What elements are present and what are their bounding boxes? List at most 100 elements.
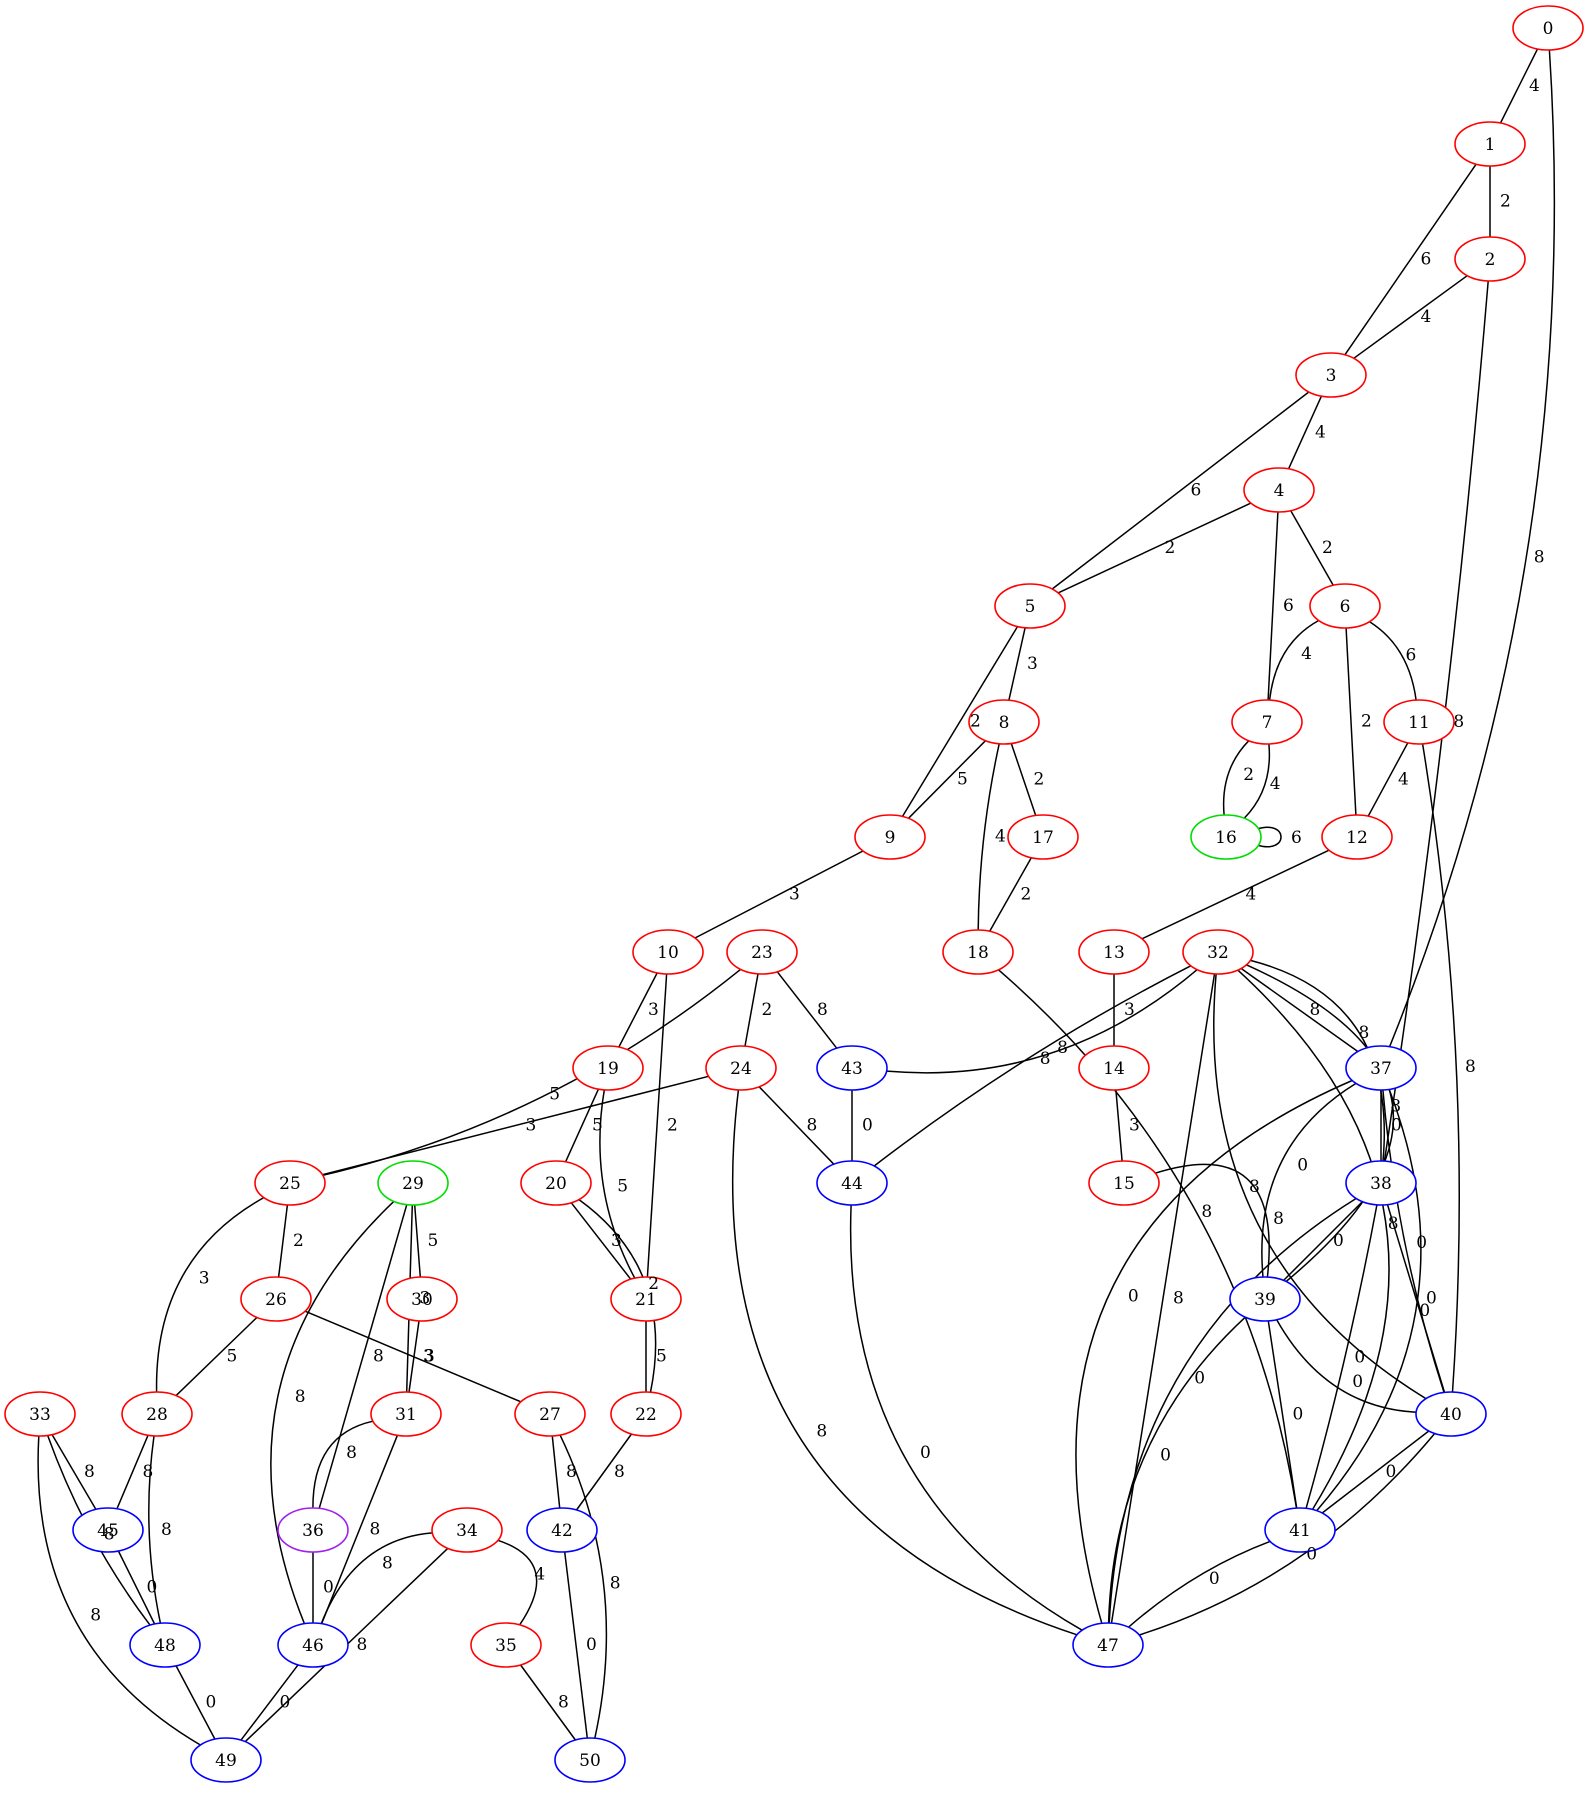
node-37: 37: [1345, 1045, 1417, 1091]
edge-33-49: [37, 1435, 201, 1746]
edge-weight-label: 8: [84, 1462, 95, 1482]
node-label: 26: [265, 1290, 287, 1310]
edge-weight-label: 8: [373, 1347, 384, 1367]
edge-weight-label: 3: [611, 1231, 622, 1251]
edge-line: [570, 1202, 632, 1280]
edge-weight-label: 4: [1270, 774, 1281, 794]
node-ellipse: [386, 1276, 458, 1322]
edge-weight-label: 0: [1352, 1372, 1363, 1392]
edge-33-45: [51, 1434, 97, 1510]
node-28: 28: [121, 1391, 193, 1437]
node-ellipse: [526, 1507, 598, 1553]
edge-11-12: [1367, 742, 1409, 817]
edge-line: [1240, 967, 1359, 1053]
node-ellipse: [554, 1737, 626, 1783]
node-44: 44: [816, 1160, 888, 1206]
edge-38-40: [1386, 1204, 1446, 1393]
edge-line: [1237, 969, 1390, 1510]
edge-28-48: [148, 1435, 162, 1624]
edge-line: [1421, 743, 1461, 1393]
edge-weight-label: 8: [1453, 712, 1464, 732]
edge-weight-label: 4: [1529, 76, 1540, 96]
node-ellipse: [431, 1507, 503, 1553]
edge-weight-label: 5: [227, 1347, 238, 1367]
edge-line: [1141, 849, 1330, 940]
node-label: 14: [1103, 1059, 1125, 1079]
node-50: 50: [554, 1737, 626, 1783]
edge-38-39: [1283, 1201, 1363, 1281]
node-label: 10: [657, 943, 679, 963]
node-14: 14: [1078, 1045, 1150, 1091]
node-6: 6: [1309, 583, 1381, 629]
edge-line: [320, 1532, 433, 1624]
edge-28-45: [116, 1435, 149, 1509]
edge-42-50: [563, 1551, 589, 1739]
edge-weight-label: 0: [1391, 1116, 1402, 1136]
node-ellipse: [1321, 814, 1393, 860]
edge-weight-label: 8: [1359, 1023, 1370, 1043]
edge-weight-label: 2: [293, 1231, 304, 1251]
node-ellipse: [514, 1391, 586, 1437]
edge-weight-label: 3: [423, 1347, 434, 1367]
edge-line: [270, 1200, 395, 1624]
node-ellipse: [1231, 699, 1303, 745]
edge-line: [117, 1550, 156, 1625]
edge-18-41: [998, 969, 1298, 1509]
node-label: 36: [302, 1521, 324, 1541]
edge-line: [1107, 1316, 1246, 1624]
edge-line: [497, 1539, 538, 1626]
node-ellipse: [994, 583, 1066, 629]
edge-weight-label: 0: [1209, 1569, 1220, 1589]
node-ellipse: [1190, 814, 1262, 860]
edge-line: [758, 1086, 835, 1165]
node-ellipse: [1264, 1507, 1336, 1553]
edge-9-10: [694, 850, 864, 939]
node-label: 34: [456, 1521, 478, 1541]
edge-4-7: [1267, 511, 1279, 701]
edge-weight-label: 8: [558, 1693, 569, 1713]
edge-24-44: [758, 1086, 835, 1165]
node-ellipse: [254, 1160, 326, 1206]
edge-line: [1388, 49, 1556, 1047]
edge-weight-label: 0: [323, 1578, 334, 1598]
node-45: 45: [72, 1507, 144, 1553]
node-ellipse: [1078, 1045, 1150, 1091]
edge-line: [1321, 1430, 1430, 1514]
edge-weight-label: 8: [295, 1387, 306, 1407]
edge-line: [277, 1204, 289, 1278]
edge-weight-label: 0: [1297, 1156, 1308, 1176]
node-12: 12: [1321, 814, 1393, 860]
edge-weight-label: 8: [1390, 1097, 1401, 1117]
node-label: 1: [1485, 135, 1496, 155]
edge-line: [599, 1089, 636, 1279]
edge-10-21: [646, 973, 668, 1278]
edge-weight-label: 5: [549, 1084, 560, 1104]
edge-31-36: [312, 1420, 374, 1509]
edge-line: [618, 972, 658, 1048]
node-17: 17: [1007, 814, 1079, 860]
edge-17-18: [989, 857, 1032, 932]
edge-29-36: [318, 1204, 408, 1509]
node-4: 4: [1243, 467, 1315, 513]
edge-30-31: [408, 1320, 420, 1393]
edge-weight-label: 0: [206, 1693, 217, 1713]
node-ellipse: [190, 1737, 262, 1783]
edge-weight-label: 8: [1057, 1038, 1068, 1058]
edge-weight-label: 8: [382, 1554, 393, 1574]
edge-40-41: [1321, 1430, 1430, 1514]
node-18: 18: [942, 929, 1014, 975]
edge-line: [1287, 395, 1323, 470]
edge-23-43: [776, 971, 838, 1049]
edge-weight-label: 8: [1273, 1209, 1284, 1229]
edge-weight-label: 8: [1310, 1000, 1321, 1020]
edge-32-41: [1237, 969, 1390, 1510]
edge-weight-label: 2: [667, 1116, 678, 1136]
node-24: 24: [705, 1045, 777, 1091]
node-label: 49: [215, 1751, 237, 1771]
node-ellipse: [1072, 1622, 1144, 1668]
edge-weight-label: 2: [648, 1274, 659, 1294]
edge-weight-label: 2: [1165, 538, 1176, 558]
node-ellipse: [1007, 814, 1079, 860]
edge-line: [998, 969, 1298, 1509]
node-27: 27: [514, 1391, 586, 1437]
